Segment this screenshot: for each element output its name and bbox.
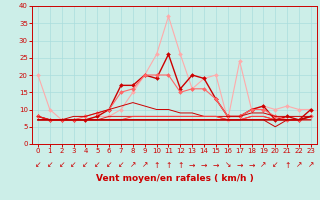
Text: ↑: ↑ <box>284 161 290 170</box>
Text: ↙: ↙ <box>118 161 124 170</box>
Text: ↙: ↙ <box>70 161 77 170</box>
Text: →: → <box>213 161 219 170</box>
Text: ↙: ↙ <box>35 161 41 170</box>
Text: ↑: ↑ <box>177 161 184 170</box>
Text: ↙: ↙ <box>94 161 100 170</box>
Text: →: → <box>236 161 243 170</box>
Text: ↙: ↙ <box>106 161 112 170</box>
Text: ↗: ↗ <box>296 161 302 170</box>
X-axis label: Vent moyen/en rafales ( km/h ): Vent moyen/en rafales ( km/h ) <box>96 174 253 183</box>
Text: ↗: ↗ <box>260 161 267 170</box>
Text: →: → <box>248 161 255 170</box>
Text: ↗: ↗ <box>308 161 314 170</box>
Text: ↗: ↗ <box>141 161 148 170</box>
Text: ↙: ↙ <box>59 161 65 170</box>
Text: ↘: ↘ <box>225 161 231 170</box>
Text: ↙: ↙ <box>272 161 278 170</box>
Text: →: → <box>189 161 196 170</box>
Text: ↑: ↑ <box>153 161 160 170</box>
Text: ↙: ↙ <box>82 161 89 170</box>
Text: →: → <box>201 161 207 170</box>
Text: ↙: ↙ <box>47 161 53 170</box>
Text: ↑: ↑ <box>165 161 172 170</box>
Text: ↗: ↗ <box>130 161 136 170</box>
